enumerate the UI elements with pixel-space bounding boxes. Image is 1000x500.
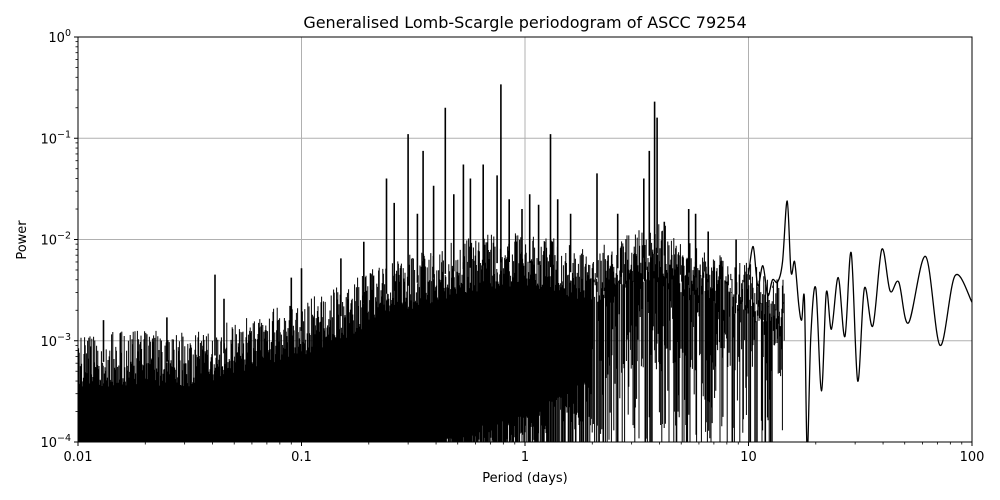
noise-series [78, 84, 785, 442]
noise-path [78, 224, 785, 442]
y-tick-label: 10−4 [40, 433, 71, 451]
y-tick-label: 10−3 [40, 332, 71, 350]
chart-title: Generalised Lomb-Scargle periodogram of … [303, 13, 746, 32]
y-axis-ticks: 100 10−1 10−2 10−3 10−4 [40, 28, 78, 451]
x-tick-label: 0.1 [291, 450, 312, 465]
long-period-curve [747, 200, 972, 442]
x-tick-label: 1 [521, 450, 529, 465]
x-axis-label: Period (days) [482, 471, 568, 486]
y-tick-label: 10−2 [40, 231, 71, 249]
y-tick-label: 100 [48, 28, 71, 46]
y-axis-label: Power [15, 220, 30, 260]
x-axis-ticks: 0.01 0.1 1 10 100 [64, 442, 985, 465]
y-tick-label: 10−1 [40, 129, 71, 147]
x-tick-label: 0.01 [64, 450, 93, 465]
x-tick-label: 10 [740, 450, 757, 465]
plot-area [78, 84, 972, 442]
x-tick-label: 100 [960, 450, 985, 465]
peaks-path [102, 84, 737, 362]
